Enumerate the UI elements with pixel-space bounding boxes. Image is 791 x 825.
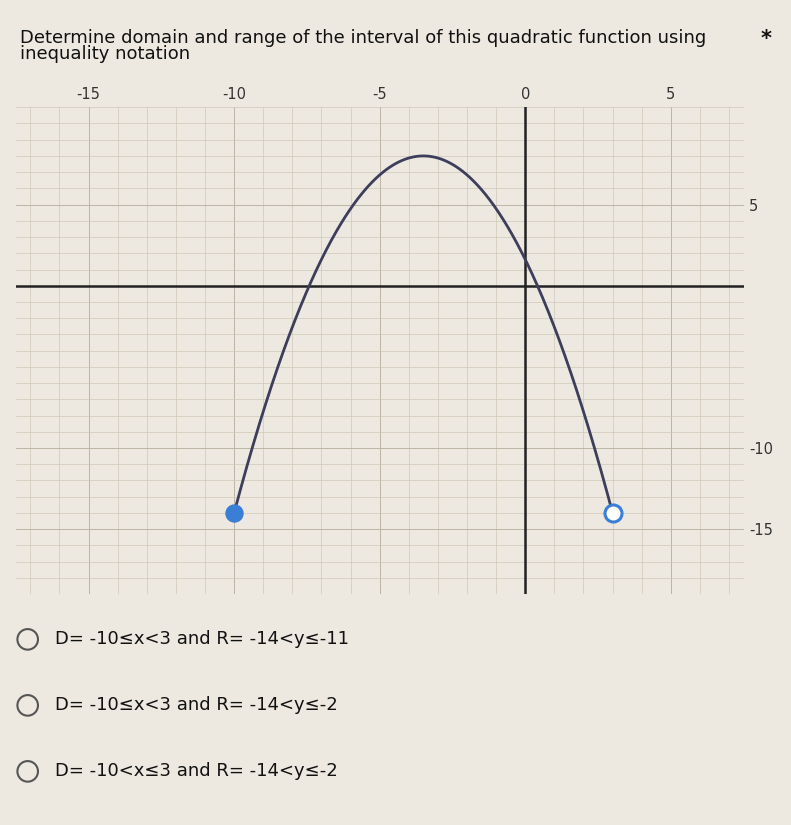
Point (606, 507, 619, 520)
Text: D= -10≤x<3 and R= -14<y≤-11: D= -10≤x<3 and R= -14<y≤-11 (55, 630, 350, 648)
Text: inequality notation: inequality notation (20, 45, 190, 64)
Text: D= -10<x≤3 and R= -14<y≤-2: D= -10<x≤3 and R= -14<y≤-2 (55, 762, 338, 780)
Text: Determine domain and range of the interval of this quadratic function using: Determine domain and range of the interv… (20, 29, 706, 47)
Text: *: * (760, 29, 771, 49)
Text: D= -10≤x<3 and R= -14<y≤-2: D= -10≤x<3 and R= -14<y≤-2 (55, 696, 338, 714)
Point (228, 507, 240, 520)
